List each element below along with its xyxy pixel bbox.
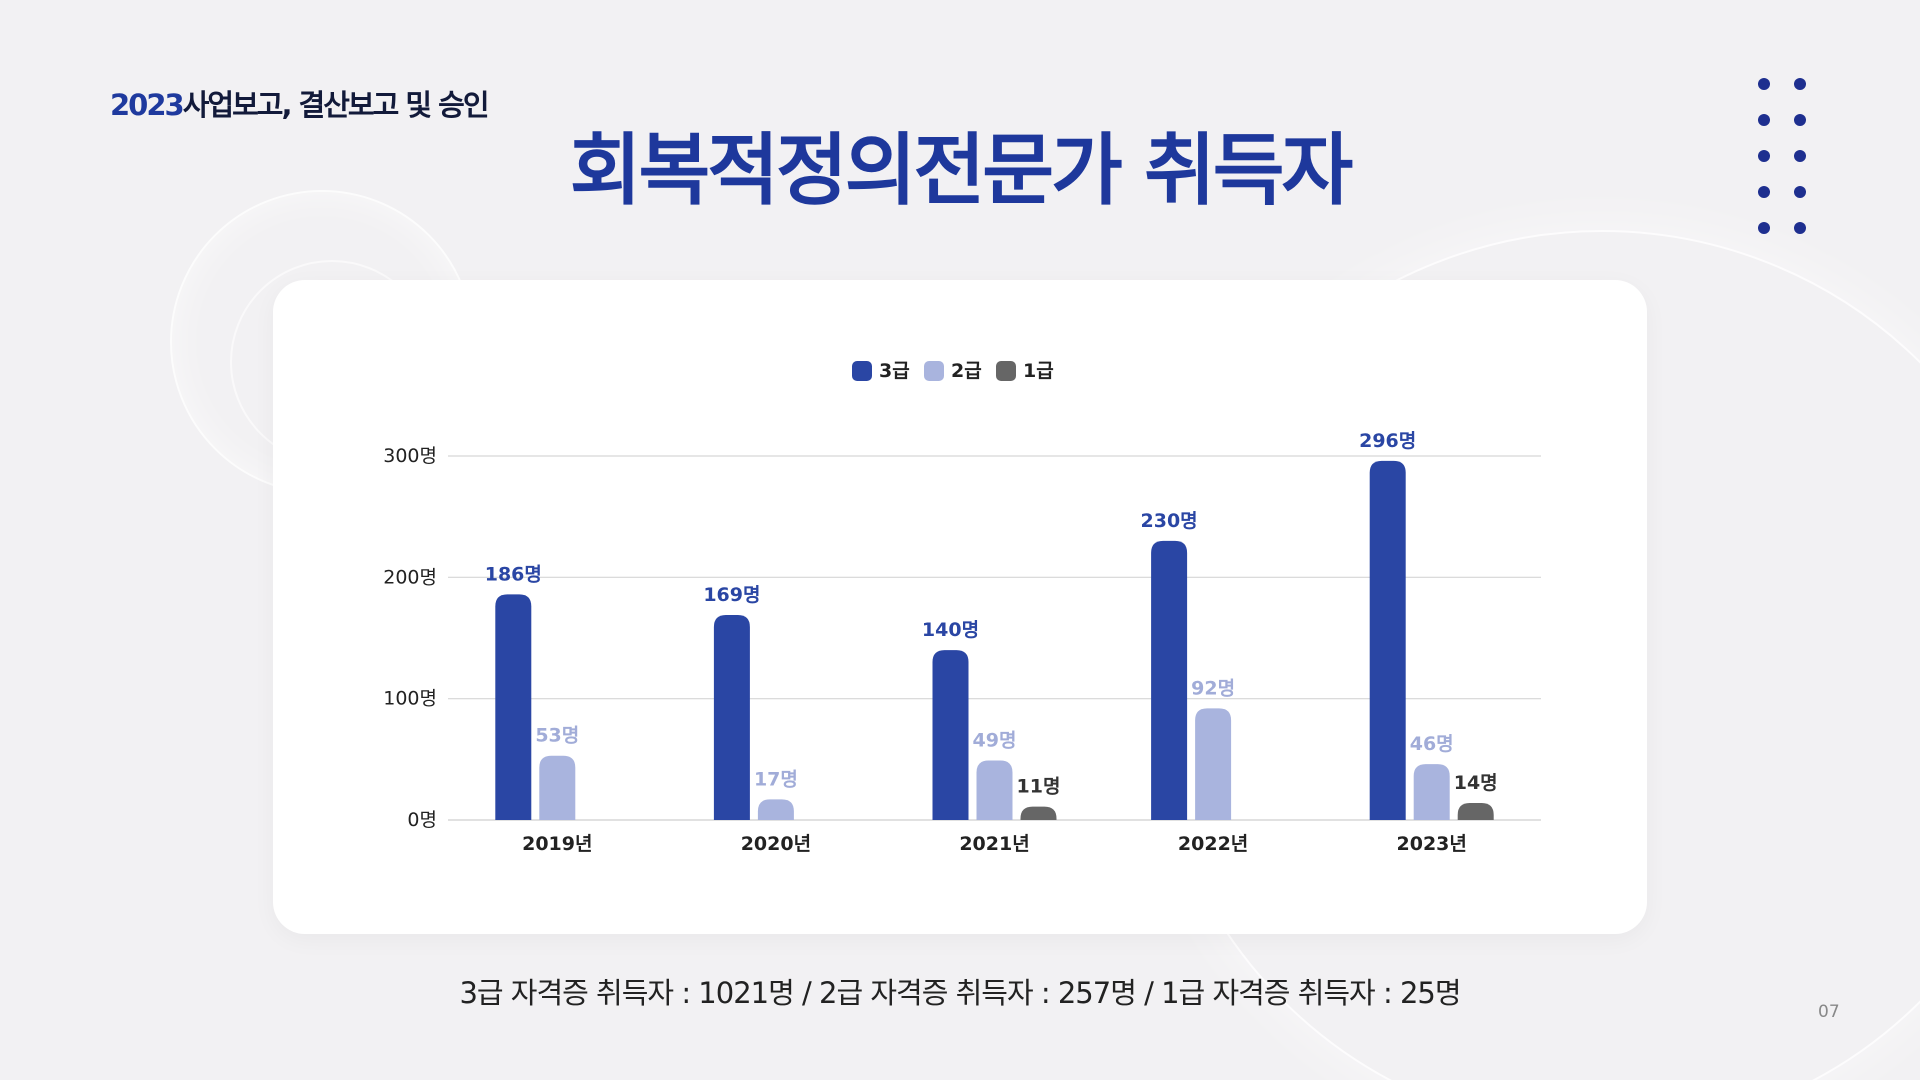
bar <box>976 760 1013 820</box>
summary-text: 3급 자격증 취득자 : 1021명 / 2급 자격증 취득자 : 257명 /… <box>459 976 1461 1010</box>
dot <box>1794 114 1806 126</box>
legend-swatch <box>996 361 1016 381</box>
data-label: 186명 <box>485 563 542 585</box>
x-tick-label: 2022년 <box>1178 833 1248 855</box>
x-tick-label: 2019년 <box>522 833 592 855</box>
legend-swatch <box>852 361 872 381</box>
data-label: 49명 <box>973 730 1017 752</box>
dot <box>1794 222 1806 234</box>
dot <box>1794 186 1806 198</box>
legend-label: 2급 <box>951 360 982 382</box>
page-title: 회복적정의전문가 취득자 <box>569 126 1354 216</box>
data-label: 53명 <box>535 725 579 747</box>
bar <box>1369 460 1406 820</box>
bar <box>1413 764 1450 820</box>
dot <box>1758 222 1770 234</box>
data-label: 11명 <box>1017 776 1061 798</box>
header-subtitle-text: 사업보고, 결산보고 및 승인 <box>182 88 490 122</box>
data-label: 17명 <box>754 768 798 790</box>
page-number: 07 <box>1818 1002 1840 1022</box>
header-year: 2023 <box>110 88 185 122</box>
bar <box>495 594 532 820</box>
dot-grid-icon <box>1758 78 1818 238</box>
data-label: 46명 <box>1410 733 1454 755</box>
bar <box>932 650 969 820</box>
x-tick-label: 2021년 <box>959 833 1029 855</box>
dot <box>1758 114 1770 126</box>
bar <box>1151 540 1188 820</box>
dot <box>1794 150 1806 162</box>
legend-swatch <box>924 361 944 381</box>
dot <box>1758 78 1770 90</box>
dot <box>1758 186 1770 198</box>
x-tick-label: 2023년 <box>1397 833 1467 855</box>
y-tick-label: 0명 <box>407 809 437 831</box>
data-label: 230명 <box>1141 510 1198 532</box>
data-label: 92명 <box>1191 677 1235 699</box>
x-tick-label: 2020년 <box>741 833 811 855</box>
bar <box>1020 806 1057 820</box>
chart-card: 0명 100명 200명 300명 186명 53명 2019년 169명 17명 2020년 14… <box>273 280 1647 934</box>
header-subtitle: 2023사업보고, 결산보고 및 승인 <box>110 82 490 124</box>
y-tick-label: 300명 <box>383 445 437 467</box>
legend-label: 3급 <box>879 360 910 382</box>
bar <box>713 614 750 820</box>
y-tick-label: 100명 <box>383 688 437 710</box>
bar-chart: 0명 100명 200명 300명 186명 53명 2019년 169명 17명 2020년 14… <box>383 360 1541 855</box>
data-label: 169명 <box>703 584 760 606</box>
data-label: 140명 <box>922 619 979 641</box>
bar <box>1457 803 1494 820</box>
data-label: 296명 <box>1359 430 1416 452</box>
dot <box>1758 150 1770 162</box>
bar <box>1195 708 1232 820</box>
bar <box>539 755 576 820</box>
legend-label: 1급 <box>1023 360 1054 382</box>
bar <box>757 799 794 820</box>
y-tick-label: 200명 <box>383 566 437 588</box>
data-label: 14명 <box>1454 772 1498 794</box>
dot <box>1794 78 1806 90</box>
